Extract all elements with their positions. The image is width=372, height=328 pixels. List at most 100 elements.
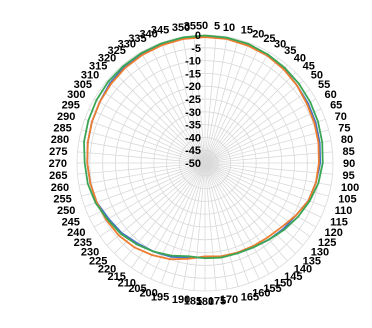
grid-spoke (204, 64, 288, 164)
angle-tick-label: 110 (335, 205, 353, 217)
grid-spoke (204, 162, 270, 275)
angle-tick-label: 10 (223, 22, 235, 34)
angle-tick-label: 340 (139, 28, 157, 40)
angle-tick-label: 40 (294, 52, 306, 64)
angle-tick-label: 30 (274, 38, 286, 50)
grid-spoke (114, 72, 206, 164)
grid-spoke (171, 162, 206, 287)
angle-tick-label: 120 (325, 227, 343, 239)
angle-tick-label: 35 (284, 45, 296, 57)
grid-spoke (204, 162, 228, 290)
angle-tick-label: 25 (263, 33, 275, 45)
angle-tick-label: 255 (53, 194, 71, 206)
grid-spoke (204, 162, 311, 237)
angle-tick-label: 50 (311, 69, 323, 81)
angle-tick-label: 20 (252, 28, 264, 40)
angle-tick-label: 210 (118, 278, 136, 290)
grid-spoke (204, 98, 317, 164)
grid-spoke (204, 162, 260, 280)
grid-spoke (204, 162, 332, 186)
angle-tick-label: 130 (311, 247, 329, 259)
grid-spoke (77, 162, 206, 175)
grid-spoke (204, 51, 270, 164)
grid-spoke (204, 46, 260, 164)
angle-tick-label: 105 (338, 194, 356, 206)
series-line-2 (86, 36, 320, 261)
angle-tick-label: 225 (89, 256, 107, 268)
grid-spoke (204, 57, 279, 164)
grid-spoke (93, 98, 206, 164)
angle-tick-label: 230 (81, 247, 99, 259)
angle-tick-labels: 0 5 10 15 2025303540455055606570758085909510… (49, 20, 360, 308)
grid-spoke (171, 39, 206, 164)
radial-tick-labels: 0-5-10-15-20-25-30-35-40-45-50 (185, 30, 201, 170)
grid-spoke (204, 162, 296, 254)
grid-spoke (204, 162, 239, 287)
angle-tick-label: 80 (341, 134, 353, 146)
angle-tick-label: 100 (341, 182, 359, 194)
radial-tick-label: -50 (185, 158, 201, 170)
angle-tick-label: 170 (220, 294, 238, 306)
angle-tick-label: 140 (294, 264, 312, 276)
grid-spoke (204, 89, 311, 164)
grid-spoke (99, 162, 206, 237)
angle-tick-label: 200 (139, 288, 157, 300)
angle-tick-label: 335 (128, 33, 146, 45)
grid-spoke (204, 140, 332, 164)
angle-tick-label: 220 (98, 264, 116, 276)
angle-tick-label: 315 (89, 60, 107, 72)
grid-spoke (78, 162, 206, 186)
angle-tick-label: 60 (325, 89, 337, 101)
angle-tick-label: 0 (202, 20, 208, 32)
grid-spoke (160, 162, 206, 284)
angle-tick-label: 150 (274, 278, 292, 290)
angle-tick-label: 345 (151, 25, 169, 37)
grid-spoke (106, 162, 206, 246)
series-line-3 (83, 34, 324, 260)
angle-tick-label: 155 (263, 283, 281, 295)
grid-spoke (204, 162, 288, 262)
grid-spoke (204, 72, 296, 164)
grid-spoke (150, 162, 206, 280)
radial-tick-label: -25 (185, 94, 201, 106)
angle-tick-label: 320 (98, 52, 116, 64)
angle-tick-label: 205 (128, 283, 146, 295)
angle-tick-label: 245 (62, 216, 80, 228)
grid-spoke (204, 118, 326, 164)
angle-tick-label: 115 (330, 216, 348, 228)
angle-tick-label: 85 (342, 146, 354, 158)
angle-tick-label: 325 (107, 45, 125, 57)
angle-tick-label: 295 (62, 100, 80, 112)
grid-spoke (78, 140, 206, 164)
grid-spoke (204, 151, 333, 164)
grid-spoke (160, 42, 206, 164)
angle-tick-label: 305 (74, 79, 92, 91)
grid-spoke (204, 162, 279, 269)
angle-tick-label: 260 (51, 182, 69, 194)
angle-tick-label: 145 (284, 271, 302, 283)
angle-tick-label: 300 (67, 89, 85, 101)
grid-spoke (182, 162, 206, 290)
radial-tick-label: -40 (185, 132, 201, 144)
grid-spoke (182, 36, 206, 164)
radial-tick-label: -30 (185, 107, 201, 119)
radial-tick-label: -5 (191, 43, 201, 55)
angle-tick-label: 240 (67, 227, 85, 239)
grid-spoke (204, 80, 304, 164)
angle-tick-label: 235 (74, 237, 92, 249)
radial-tick-label: -15 (185, 68, 201, 80)
grid-spoke (88, 108, 206, 164)
grid-spoke (131, 57, 206, 164)
grid-spoke (84, 162, 206, 208)
angle-tick-label: 290 (57, 111, 75, 123)
grid-spoke (81, 129, 206, 164)
grid-spoke (204, 162, 333, 175)
angle-tick-label: 5 (214, 21, 220, 33)
grid-spoke (93, 162, 206, 228)
angle-tick-label: 135 (303, 256, 321, 268)
angle-tick-label: 75 (338, 122, 350, 134)
grid-spoke (204, 36, 228, 164)
radial-tick-label: -10 (185, 56, 201, 68)
grid-spoke (122, 64, 206, 164)
grid-spoke (84, 118, 206, 164)
